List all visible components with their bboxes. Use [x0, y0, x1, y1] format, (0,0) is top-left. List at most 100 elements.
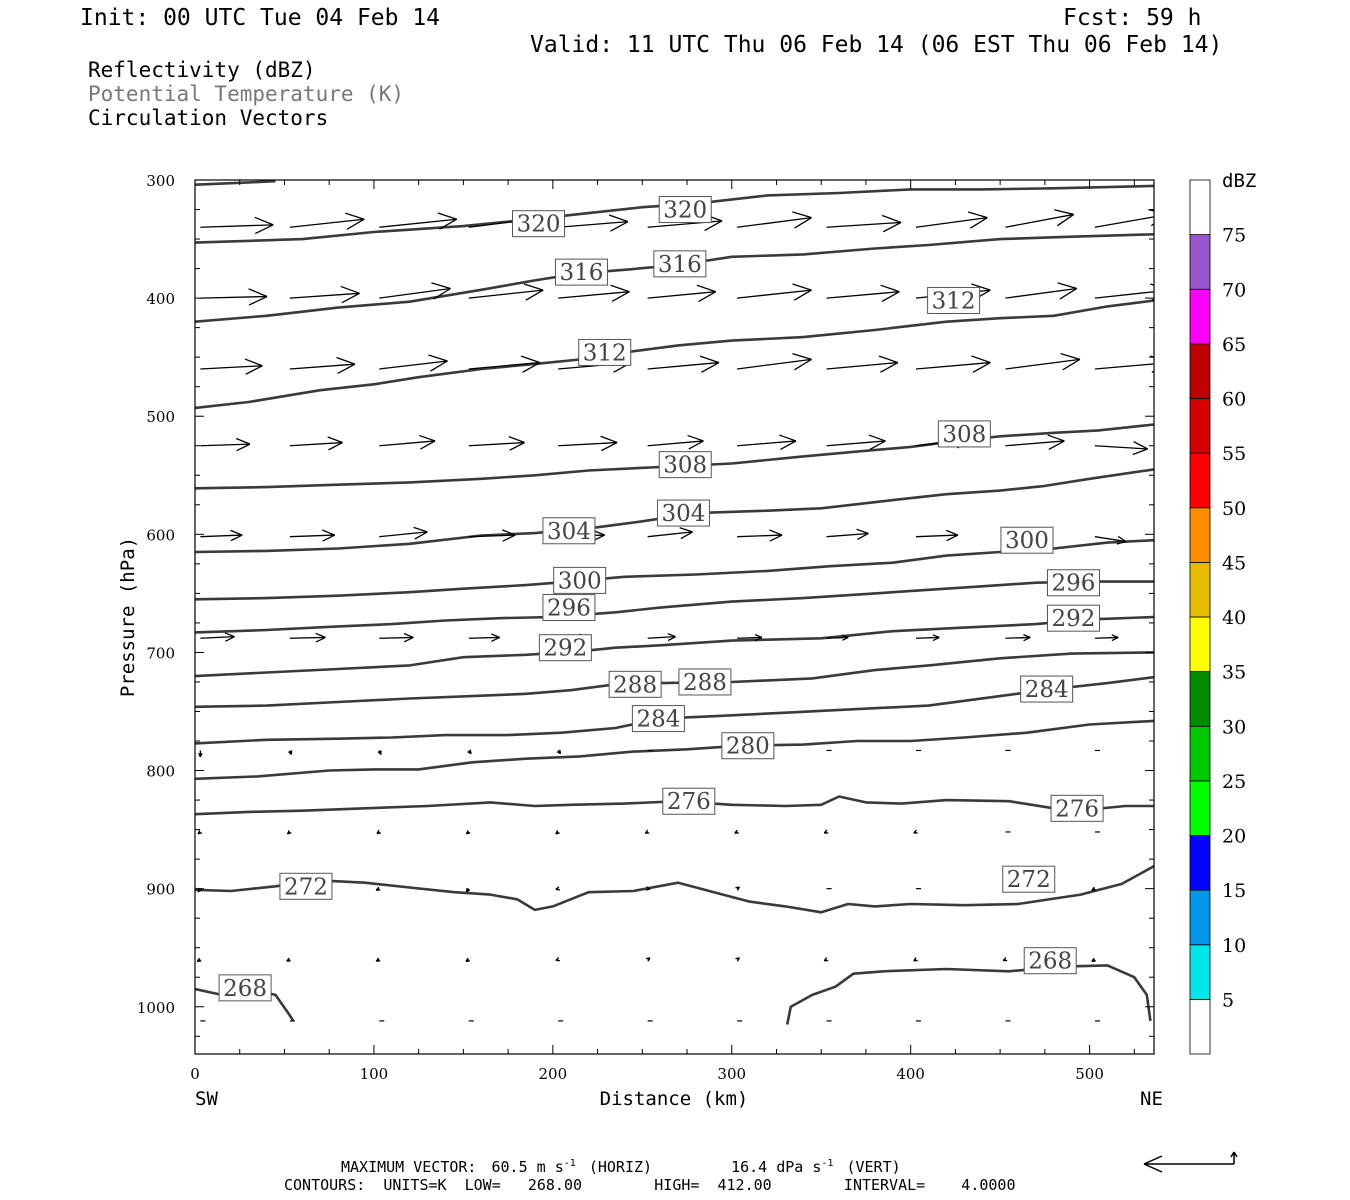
circulation-vector-4-8: [916, 529, 959, 542]
circulation-vector-1-4: [558, 284, 630, 303]
circulation-vector-6-0: [198, 750, 203, 758]
reference-vector-icon: [1143, 1151, 1238, 1173]
contour-label-text: 292: [1052, 606, 1096, 632]
contour-label-text: 316: [560, 260, 604, 286]
circulation-vector-8-10: [1091, 886, 1096, 891]
contour-label-text: 296: [1052, 571, 1096, 597]
circulation-vector-5-3: [468, 633, 501, 643]
circulation-vector-9-9: [1002, 957, 1008, 962]
contour-label-text: 308: [942, 422, 986, 448]
circulation-vector-9-8: [913, 957, 918, 962]
circulation-vector-0-6: [737, 211, 812, 229]
contour-272-segment-0: [195, 865, 1154, 914]
circulation-vector-9-4: [555, 957, 560, 962]
contour-label-276-1: 276: [1050, 794, 1104, 822]
contour-label-text: 276: [667, 789, 711, 815]
circulation-vector-2-5: [647, 355, 720, 373]
colorbar-level-20: 20: [1222, 826, 1246, 848]
x-tick-label-0: 0: [190, 1065, 200, 1083]
circulation-vector-4-0: [200, 529, 243, 542]
circulation-vector-0-2: [379, 212, 458, 230]
colorbar-level-70: 70: [1222, 279, 1246, 301]
circulation-vector-2-10: [1094, 355, 1154, 373]
y-tick-label-400: 400: [146, 290, 175, 308]
circulation-vector-3-1: [289, 436, 343, 451]
y-tick-label-600: 600: [146, 526, 175, 544]
circulation-vector-1-9: [1005, 282, 1078, 300]
contour-label-280-0: 280: [721, 732, 775, 760]
x-tick-label-200: 200: [539, 1065, 568, 1083]
contour-label-276-0: 276: [662, 787, 716, 815]
contour-316-segment-0: [195, 233, 1154, 323]
contour-280-segment-0: [195, 719, 1154, 781]
contour-label-300-1: 300: [1000, 526, 1054, 554]
circulation-vector-0-0: [200, 216, 274, 235]
colorbar-level-25: 25: [1222, 771, 1246, 793]
contour-label-284-1: 284: [1020, 675, 1074, 703]
circulation-vector-4-5: [647, 527, 693, 540]
colorbar-level-5: 5: [1222, 989, 1234, 1011]
circulation-vector-4-2: [379, 526, 428, 540]
contour-label-272-1: 272: [1002, 865, 1056, 893]
max-vector-label: MAXIMUM VECTOR: 60.5 m s-1 (HORIZ) 16.4 …: [341, 1152, 901, 1176]
circulation-vector-9-5: [645, 957, 651, 962]
contour-label-text: 308: [663, 453, 707, 479]
circulation-vector-8-3: [465, 887, 471, 893]
colorbar-level-30: 30: [1222, 716, 1246, 738]
circulation-vector-1-0: [200, 288, 268, 306]
colorbar-level-75: 75: [1222, 225, 1246, 247]
circulation-vector-9-2: [375, 957, 381, 962]
circulation-vector-1-5: [647, 284, 717, 303]
colorbar-swatch-8: [1189, 561, 1211, 618]
init-time: Init: 00 UTC Tue 04 Feb 14: [80, 5, 440, 31]
circulation-vector-8-4: [555, 886, 560, 891]
contour-label-text: 288: [613, 672, 657, 698]
contour-label-text: 300: [1005, 528, 1049, 554]
circulation-vector-0-8: [915, 211, 988, 229]
y-tick-label-300: 300: [146, 172, 175, 190]
circulation-vector-7-1: [286, 830, 292, 835]
colorbar-level-60: 60: [1222, 389, 1246, 411]
colorbar-swatch-10: [1189, 452, 1211, 509]
y-tick-label-700: 700: [146, 644, 175, 662]
circulation-vectors: [196, 208, 1154, 1022]
circulation-vector-0-4: [558, 214, 629, 232]
contour-label-320-1: 320: [658, 196, 712, 224]
colorbar-swatch-0: [1189, 998, 1211, 1055]
circulation-vector-4-6: [737, 529, 783, 542]
contour-label-text: 272: [284, 874, 328, 900]
contour-label-268-0: 268: [218, 974, 272, 1002]
contour-label-296-0: 296: [542, 594, 596, 622]
colorbar-swatch-4: [1189, 780, 1211, 836]
x-tick-label-500: 500: [1075, 1065, 1104, 1083]
contour-label-text: 288: [683, 670, 727, 696]
circulation-vector-6-3: [467, 749, 472, 755]
circulation-vector-5-2: [379, 632, 414, 643]
colorbar-level-40: 40: [1222, 607, 1246, 629]
circulation-vector-3-5: [647, 434, 704, 450]
contour-label-304-1: 304: [656, 499, 710, 527]
theta-contours: [195, 180, 1154, 1025]
circulation-vector-2-3: [468, 355, 541, 373]
contour-label-268-1: 268: [1023, 947, 1077, 975]
circulation-vector-7-4: [555, 830, 560, 835]
x-left-end-label: SW: [195, 1088, 218, 1110]
circulation-vector-8-5: [645, 886, 651, 891]
colorbar-swatch-7: [1189, 616, 1211, 673]
contour-label-272-0: 272: [279, 872, 333, 900]
colorbar: 5 10 15 20 25 30 35 40 45 50 55 60 65 70 75: [1189, 179, 1246, 1055]
circulation-vector-3-0: [200, 437, 251, 452]
colorbar-level-15: 15: [1222, 880, 1246, 902]
y-tick-label-1000: 1000: [137, 999, 175, 1017]
contour-312-segment-0: [195, 299, 1154, 410]
contour-label-288-1: 288: [678, 668, 732, 696]
contour-label-308-1: 308: [937, 420, 991, 448]
contour-label-296-1: 296: [1046, 569, 1100, 597]
circulation-vector-9-3: [465, 957, 471, 963]
circulation-vector-6-1: [288, 750, 293, 755]
circulation-vector-8-6: [735, 886, 741, 891]
circulation-vector-1-1: [289, 285, 360, 304]
contour-label-text: 312: [932, 288, 976, 314]
colorbar-swatch-11: [1189, 398, 1211, 454]
